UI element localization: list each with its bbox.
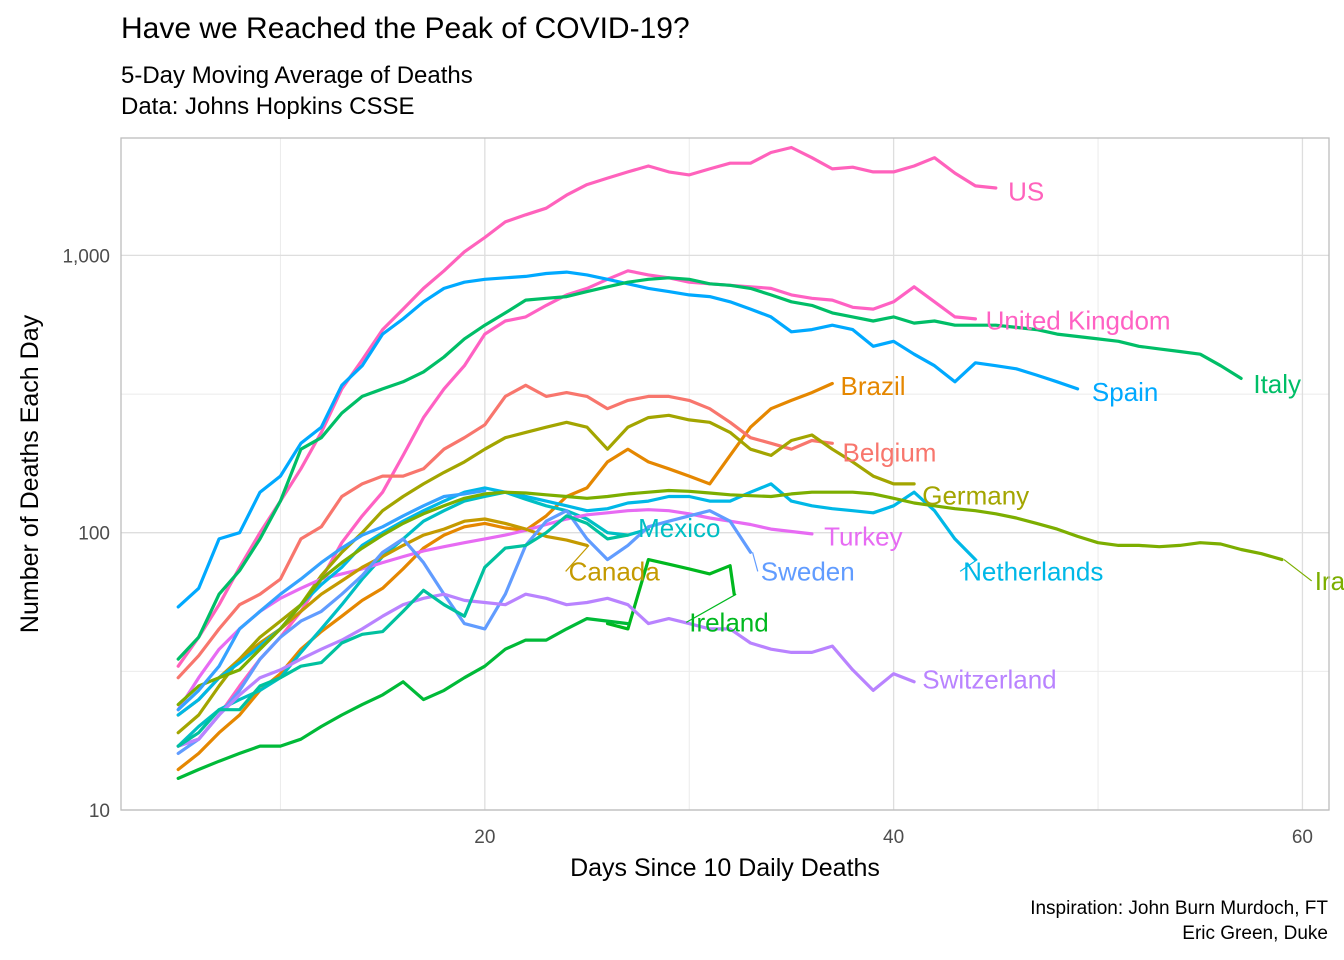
label-leader xyxy=(685,593,737,623)
series-line xyxy=(176,514,630,748)
panel-border xyxy=(120,137,1330,811)
x-tick-label: 20 xyxy=(474,827,495,848)
series-line xyxy=(176,488,487,712)
series-label: Sweden xyxy=(761,556,855,586)
chart-caption: Inspiration: John Burn Murdoch, FT Eric … xyxy=(1030,898,1328,944)
series-label: Belgium xyxy=(843,437,937,467)
series-line xyxy=(176,381,834,772)
series-line xyxy=(176,509,753,755)
series-label: Mexico xyxy=(638,513,720,543)
series-label: Netherlands xyxy=(963,556,1103,586)
series-labels: US United Kingdom Spain Italy Brazil Belgium G… xyxy=(565,176,1344,694)
series-line xyxy=(176,617,630,780)
label-leader xyxy=(751,552,759,572)
series-label: Switzerland xyxy=(922,664,1056,694)
series-label: Italy xyxy=(1253,369,1301,399)
x-tick-label: 60 xyxy=(1292,827,1313,848)
y-tick-label: 100 xyxy=(78,524,110,545)
label-leader xyxy=(1283,559,1313,582)
label-leader xyxy=(959,559,978,572)
y-tick-label: 1,000 xyxy=(62,246,110,267)
series-line xyxy=(176,592,916,748)
series-line xyxy=(176,276,1243,661)
chart-subtitle: 5-Day Moving Average of Deaths Data: Joh… xyxy=(121,62,473,120)
series-lines xyxy=(176,145,1284,780)
series-line xyxy=(176,508,814,712)
series-label: Turkey xyxy=(824,521,903,551)
series-label: Canada xyxy=(569,556,661,586)
x-tick-label: 40 xyxy=(883,827,904,848)
series-line xyxy=(176,482,977,717)
series-label: US xyxy=(1008,176,1044,206)
series-line xyxy=(176,488,1284,707)
series-label: Spain xyxy=(1092,377,1159,407)
y-tick-label: 10 xyxy=(89,801,110,822)
grid-lines xyxy=(121,138,1329,811)
series-label: Ireland xyxy=(689,607,769,637)
label-leader xyxy=(565,544,590,572)
series-line xyxy=(176,517,589,717)
series-line xyxy=(605,558,736,631)
axis-ticks: 20 40 60 10 100 1,000 xyxy=(62,246,1313,848)
series-line xyxy=(176,145,998,668)
y-axis-title: Number of Deaths Each Day xyxy=(16,314,44,633)
series-label: United Kingdom xyxy=(986,305,1171,335)
chart-title: Have we Reached the Peak of COVID-19? xyxy=(121,12,690,45)
series-line xyxy=(176,383,834,680)
series-label: Brazil xyxy=(840,371,905,401)
x-axis-title: Days Since 10 Daily Deaths xyxy=(570,854,880,882)
series-label: Germany xyxy=(922,481,1029,511)
